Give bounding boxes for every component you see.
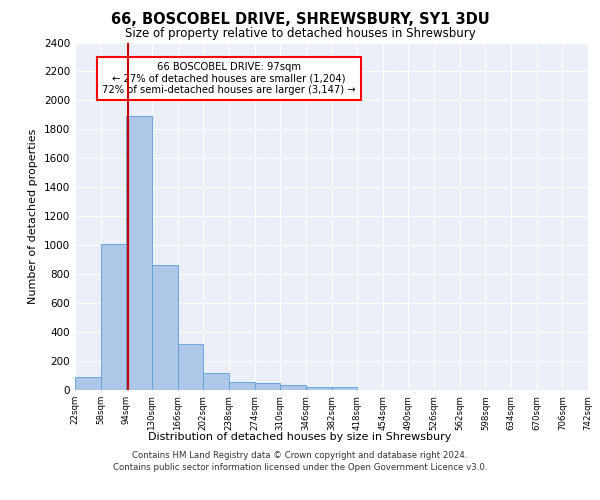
Text: 66 BOSCOBEL DRIVE: 97sqm
← 27% of detached houses are smaller (1,204)
72% of sem: 66 BOSCOBEL DRIVE: 97sqm ← 27% of detach… (102, 62, 356, 95)
Bar (203, 374, 229, 390)
Bar (75, 377, 101, 390)
Y-axis label: Number of detached properties: Number of detached properties (28, 128, 38, 304)
Bar (229, 382, 254, 390)
Bar (280, 385, 306, 390)
Bar (306, 387, 331, 390)
Text: Size of property relative to detached houses in Shrewsbury: Size of property relative to detached ho… (125, 28, 475, 40)
Bar (101, 244, 127, 390)
Bar (178, 344, 203, 390)
Bar (331, 387, 357, 390)
Bar (152, 266, 178, 390)
Text: Contains HM Land Registry data © Crown copyright and database right 2024.
Contai: Contains HM Land Registry data © Crown c… (113, 451, 487, 472)
Text: 66, BOSCOBEL DRIVE, SHREWSBURY, SY1 3DU: 66, BOSCOBEL DRIVE, SHREWSBURY, SY1 3DU (110, 12, 490, 28)
Bar (127, 116, 152, 390)
Text: Distribution of detached houses by size in Shrewsbury: Distribution of detached houses by size … (148, 432, 452, 442)
Bar (254, 383, 280, 390)
